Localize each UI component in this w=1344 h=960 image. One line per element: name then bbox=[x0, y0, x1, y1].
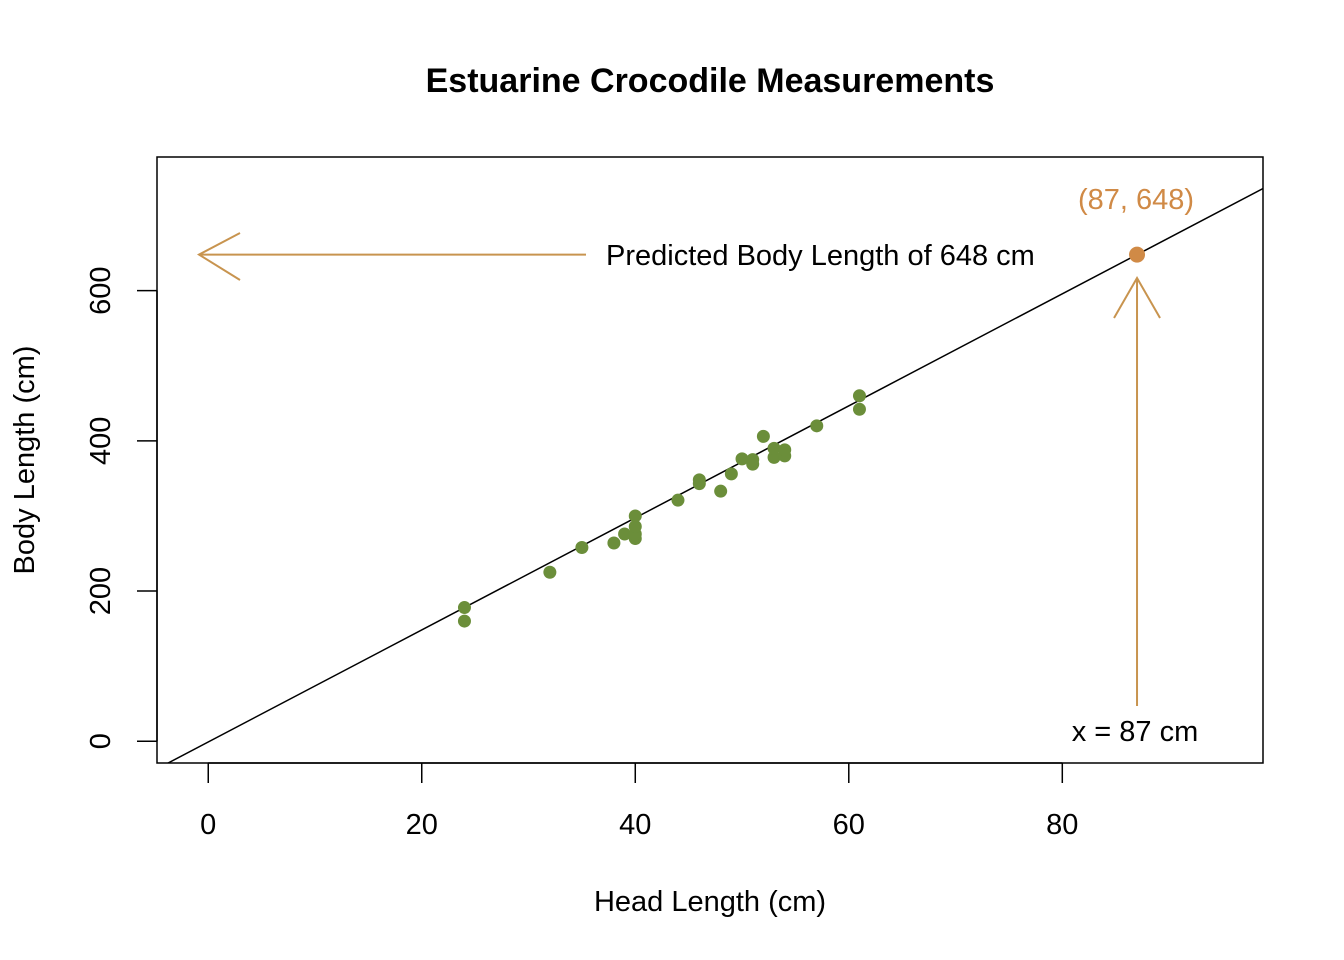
y-tick-label: 200 bbox=[85, 567, 117, 615]
data-point bbox=[607, 536, 621, 550]
highlight-point bbox=[1129, 246, 1146, 263]
x-tick-label: 0 bbox=[200, 809, 216, 841]
data-point bbox=[628, 519, 642, 533]
regression-line bbox=[166, 187, 1263, 763]
x-tick-label: 60 bbox=[833, 809, 865, 841]
data-point bbox=[714, 484, 728, 498]
data-point bbox=[618, 527, 632, 541]
data-point bbox=[692, 473, 706, 487]
plot-area bbox=[166, 187, 1263, 763]
data-point bbox=[575, 540, 589, 554]
data-point bbox=[778, 443, 792, 457]
x-axis-label: Head Length (cm) bbox=[594, 886, 826, 918]
y-tick-label: 400 bbox=[85, 417, 117, 465]
data-point bbox=[852, 389, 866, 403]
y-tick-label: 600 bbox=[85, 266, 117, 314]
data-point bbox=[457, 601, 471, 615]
data-point bbox=[756, 429, 770, 443]
data-point bbox=[810, 419, 824, 433]
data-point bbox=[724, 467, 738, 481]
data-point bbox=[767, 450, 781, 464]
horizontal-annotation-text: Predicted Body Length of 648 cm bbox=[606, 240, 1035, 272]
x-tick-label: 80 bbox=[1046, 809, 1078, 841]
data-point bbox=[671, 493, 685, 507]
y-axis: 0 200 400 600 bbox=[85, 266, 158, 749]
data-point bbox=[767, 441, 781, 455]
horizontal-arrow-head bbox=[196, 232, 241, 281]
chart-title: Estuarine Crocodile Measurements bbox=[426, 62, 995, 100]
x-tick-label: 20 bbox=[406, 809, 438, 841]
x-axis: 0 20 40 60 80 bbox=[200, 762, 1078, 841]
highlight-point-label: (87, 648) bbox=[1078, 184, 1194, 216]
data-point bbox=[735, 452, 749, 466]
vertical-annotation-text: x = 87 cm bbox=[1072, 716, 1199, 748]
data-point bbox=[628, 509, 642, 523]
x-tick-label: 40 bbox=[619, 809, 651, 841]
data-point bbox=[543, 565, 557, 579]
y-axis-label: Body Length (cm) bbox=[9, 346, 41, 575]
data-point bbox=[746, 453, 760, 467]
plot-content bbox=[166, 187, 1263, 763]
vertical-arrow-head bbox=[1113, 275, 1161, 319]
y-tick-label: 0 bbox=[85, 733, 117, 749]
data-point bbox=[457, 614, 471, 628]
data-point bbox=[852, 402, 866, 416]
